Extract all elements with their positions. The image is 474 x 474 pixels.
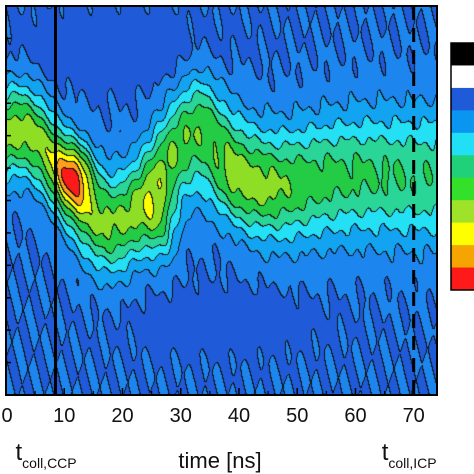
colorbar-swatch: [451, 245, 474, 269]
x-ticks: 0 10 20 30 40 50 60 70: [1, 388, 425, 427]
collision-time-lines: [54, 6, 416, 395]
marker-label-1: tcoll,ICP: [382, 439, 437, 471]
colorbar: [450, 42, 474, 291]
x-tick-label: 60: [344, 405, 366, 427]
x-axis-title: time [ns]: [178, 448, 261, 473]
colorbar-swatch: [451, 43, 474, 66]
y-ticks: [6, 37, 11, 364]
x-tick-label: 50: [286, 405, 308, 427]
colorbar-swatch: [451, 155, 474, 179]
contour-heatmap: [6, 6, 437, 395]
colorbar-swatch: [451, 222, 474, 246]
colorbar-swatch: [451, 177, 474, 201]
colorbar-swatch: [451, 110, 474, 134]
x-tick-label: 20: [111, 405, 133, 427]
colorbar-swatch: [451, 65, 474, 89]
marker-labels: tcoll,CCP tcoll,ICP: [16, 439, 437, 471]
colorbar-swatch: [451, 87, 474, 111]
x-tick-label: 30: [170, 405, 192, 427]
x-tick-label: 70: [403, 405, 425, 427]
colorbar-swatch: [451, 200, 474, 224]
marker-label-0: tcoll,CCP: [16, 439, 77, 471]
x-tick-label: 10: [53, 405, 75, 427]
colorbar-swatch: [451, 132, 474, 156]
x-tick-label: 0: [1, 405, 12, 427]
plot-area: [6, 6, 437, 395]
x-tick-label: 40: [228, 405, 250, 427]
colorbar-frame: [450, 42, 474, 291]
colorbar-swatch: [451, 267, 474, 291]
